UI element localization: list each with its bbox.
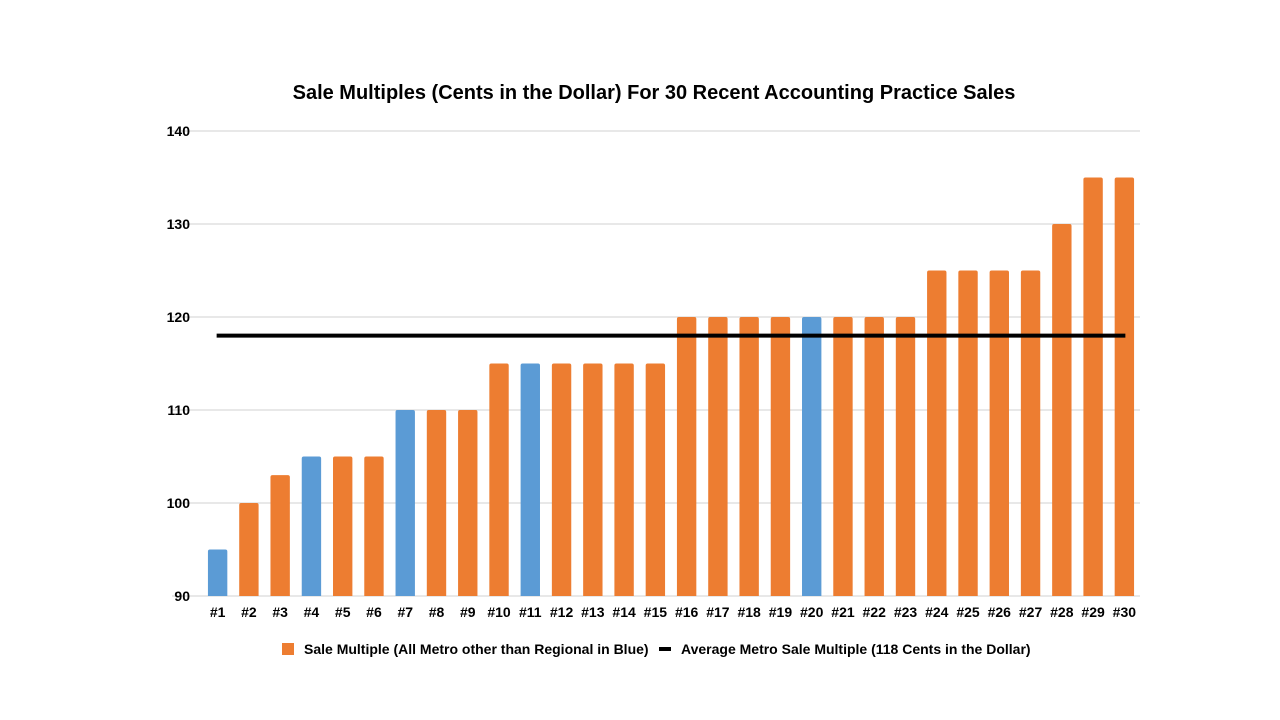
x-tick-label: #28 — [1050, 604, 1074, 620]
bar-n20 — [802, 317, 822, 596]
bar-n26 — [989, 270, 1009, 596]
x-tick-label: #20 — [800, 604, 824, 620]
x-tick-label: #5 — [335, 604, 351, 620]
bar-n15 — [645, 363, 666, 596]
x-tick-label: #24 — [925, 604, 949, 620]
bar-n7 — [395, 410, 415, 596]
bar-n21 — [833, 317, 853, 596]
x-tick-label: #14 — [612, 604, 636, 620]
bar-n22 — [864, 317, 884, 596]
bar-n30 — [1114, 177, 1135, 596]
bar-n13 — [583, 363, 603, 596]
chart-title: Sale Multiples (Cents in the Dollar) For… — [293, 82, 1016, 104]
x-tick-label: #27 — [1019, 604, 1043, 620]
bar-n9 — [458, 410, 478, 596]
y-tick-label: 120 — [167, 309, 191, 325]
x-tick-label: #18 — [737, 604, 761, 620]
bar-n27 — [1020, 270, 1041, 596]
bar-n11 — [520, 363, 540, 596]
bar-n1 — [207, 549, 228, 596]
legend-swatch-sale-multiple — [282, 643, 294, 655]
bar-n12 — [551, 363, 572, 596]
x-tick-label: #23 — [894, 604, 918, 620]
x-tick-label: #19 — [769, 604, 793, 620]
x-tick-label: #26 — [988, 604, 1012, 620]
bar-n10 — [489, 363, 509, 596]
bar-n3 — [270, 475, 290, 596]
y-axis-ticks: 90 100 110 120 130 140 — [167, 123, 191, 604]
legend-label-sale-multiple: Sale Multiple (All Metro other than Regi… — [304, 641, 649, 657]
bar-n18 — [739, 317, 759, 596]
y-tick-label: 100 — [167, 495, 191, 511]
bar-n14 — [614, 363, 634, 596]
x-tick-label: #8 — [429, 604, 445, 620]
bars — [207, 177, 1135, 596]
y-tick-label: 130 — [167, 216, 191, 232]
x-tick-label: #7 — [397, 604, 413, 620]
x-tick-label: #30 — [1113, 604, 1137, 620]
bar-n23 — [895, 317, 916, 596]
x-tick-label: #6 — [366, 604, 382, 620]
x-tick-label: #29 — [1081, 604, 1105, 620]
bar-n5 — [333, 456, 353, 596]
x-tick-label: #11 — [519, 604, 542, 620]
bar-n8 — [426, 410, 447, 596]
bar-n25 — [958, 270, 978, 596]
x-tick-label: #12 — [550, 604, 574, 620]
bar-n29 — [1083, 177, 1103, 596]
y-tick-label: 110 — [167, 402, 190, 418]
x-tick-label: #2 — [241, 604, 257, 620]
bar-n16 — [676, 317, 697, 596]
x-tick-label: #22 — [863, 604, 887, 620]
y-tick-label: 90 — [174, 588, 190, 604]
x-tick-label: #1 — [210, 604, 226, 620]
x-tick-label: #21 — [831, 604, 855, 620]
bar-n28 — [1052, 224, 1072, 596]
bar-n24 — [927, 270, 947, 596]
legend-swatch-average-line — [659, 647, 671, 651]
x-tick-label: #16 — [675, 604, 699, 620]
bar-n4 — [301, 456, 322, 596]
legend-label-average-line: Average Metro Sale Multiple (118 Cents i… — [681, 641, 1031, 657]
bar-n2 — [239, 503, 259, 596]
x-tick-label: #3 — [272, 604, 288, 620]
x-axis-ticks: #1 #2 #3 #4 #5 #6 #7 #8 #9 #10 #11 #12 #13 #14 #15 #16 #… — [210, 604, 1136, 620]
bar-n19 — [770, 317, 791, 596]
bar-n17 — [708, 317, 728, 596]
x-tick-label: #10 — [487, 604, 511, 620]
x-tick-label: #15 — [644, 604, 668, 620]
x-tick-label: #17 — [706, 604, 730, 620]
x-tick-label: #25 — [956, 604, 980, 620]
bar-n6 — [364, 456, 384, 596]
legend: Sale Multiple (All Metro other than Regi… — [282, 641, 1031, 657]
x-tick-label: #9 — [460, 604, 476, 620]
x-tick-label: #4 — [304, 604, 320, 620]
y-tick-label: 140 — [167, 123, 191, 139]
x-tick-label: #13 — [581, 604, 605, 620]
